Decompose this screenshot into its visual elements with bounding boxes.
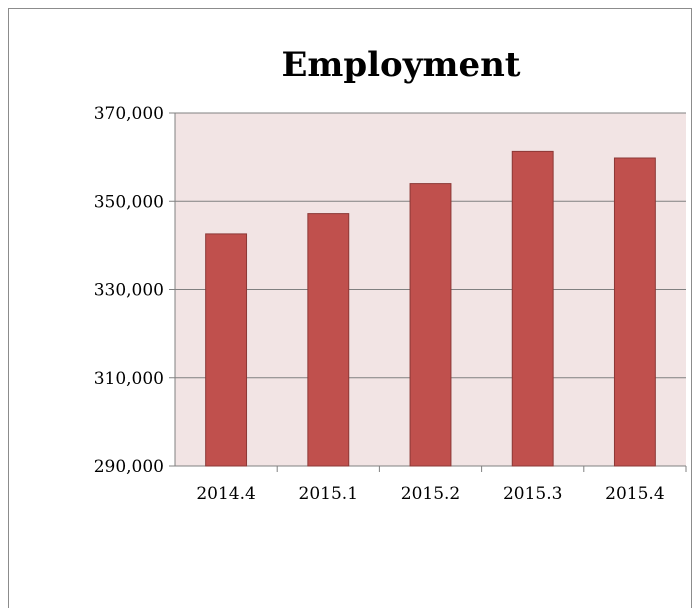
bar-2015.1 <box>307 213 350 467</box>
x-tick-label: 2015.3 <box>503 484 562 504</box>
bar-2015.4 <box>613 157 656 467</box>
x-tick-label: 2015.4 <box>605 484 664 504</box>
bar-2015.3 <box>511 150 554 467</box>
bar-2014.4 <box>205 233 248 467</box>
x-tick-label: 2015.2 <box>401 484 460 504</box>
y-tick-label: 350,000 <box>94 192 164 212</box>
bar-2015.2 <box>409 183 452 467</box>
y-tick-label: 310,000 <box>94 369 164 389</box>
bars <box>205 150 656 467</box>
y-tick-label: 330,000 <box>94 281 164 301</box>
chart-title: Employment <box>281 45 520 85</box>
x-tick-label: 2015.1 <box>299 484 358 504</box>
x-tick-label: 2014.4 <box>196 484 255 504</box>
tick-labels: 290,000 310,000 330,000 350,000 370,000 2014.… <box>94 104 665 504</box>
y-tick-label: 290,000 <box>94 457 164 477</box>
y-tick-label: 370,000 <box>94 104 164 124</box>
